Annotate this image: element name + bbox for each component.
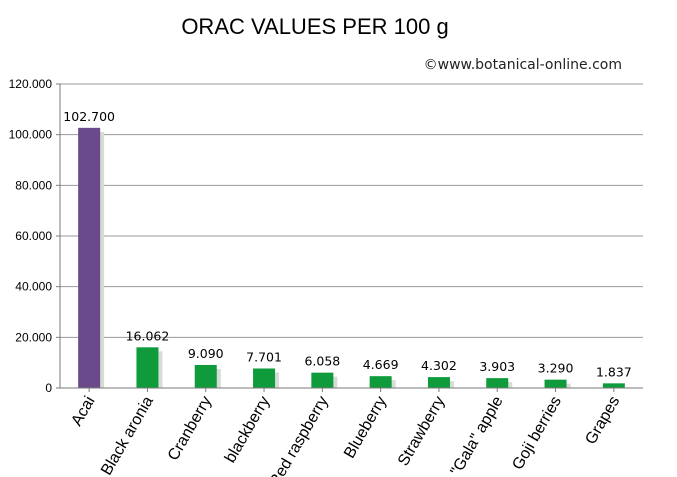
bar — [544, 379, 567, 388]
bar — [427, 377, 450, 388]
data-label: 102.700 — [63, 109, 115, 124]
y-tick-label: 100.000 — [9, 128, 53, 142]
x-tick-label: Goji berries — [509, 394, 565, 473]
data-label: 4.302 — [421, 358, 457, 373]
chart-title: ORAC VALUES PER 100 g — [181, 14, 448, 39]
x-tick-label: Grapes — [582, 394, 623, 448]
x-tick-label: Acai — [68, 394, 98, 429]
gridlines — [60, 83, 643, 338]
data-label: 16.062 — [126, 328, 170, 343]
bar — [78, 127, 101, 389]
bar — [194, 364, 217, 388]
bar — [311, 372, 334, 388]
bar — [253, 368, 276, 388]
y-axis-ticks: 0 20.000 40.000 60.000 80.000 100.000 120.000 — [9, 77, 60, 395]
data-label: 4.669 — [363, 357, 399, 372]
data-labels: 102.700 16.062 9.090 7.701 6.058 4.669 4.302 3.… — [63, 109, 631, 380]
bar — [369, 376, 392, 388]
data-label: 9.090 — [188, 346, 224, 361]
x-tick-label: Cranberry — [165, 394, 215, 464]
bars — [78, 127, 629, 389]
data-label: 3.290 — [538, 361, 574, 376]
bar — [486, 378, 509, 388]
x-tick-label: Red raspberry — [266, 394, 331, 477]
y-tick-label: 80.000 — [15, 178, 52, 192]
x-tick-label: Strawberry — [395, 394, 448, 469]
bar — [136, 347, 159, 388]
data-label: 3.903 — [479, 359, 515, 374]
x-tick-label: Blueberry — [341, 394, 390, 462]
x-tick-label: blackberry — [222, 394, 274, 466]
x-tick-label: Black aronia — [98, 393, 157, 477]
y-tick-label: 0 — [45, 381, 52, 395]
bar — [602, 383, 625, 388]
y-tick-label: 40.000 — [15, 280, 52, 294]
data-label: 1.837 — [596, 364, 632, 379]
data-label: 7.701 — [246, 349, 282, 364]
x-tick-label: "Gala" apple — [448, 393, 507, 477]
data-label: 6.058 — [304, 354, 340, 369]
y-tick-label: 60.000 — [15, 229, 52, 243]
y-tick-label: 120.000 — [9, 77, 53, 91]
y-tick-label: 20.000 — [15, 330, 52, 344]
credit-text: ©www.botanical-online.com — [424, 57, 622, 73]
